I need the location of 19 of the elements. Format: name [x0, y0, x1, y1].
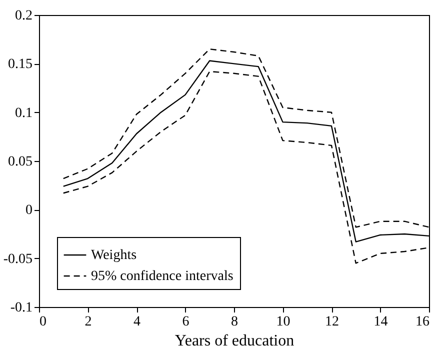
x-tick-label: 16 — [416, 314, 430, 330]
x-axis-title: Years of education — [174, 332, 294, 350]
x-tick-label: 2 — [84, 314, 92, 330]
x-tick-label: 10 — [276, 314, 290, 330]
y-tick-label: 0 — [26, 203, 32, 218]
x-tick-label: 12 — [325, 314, 339, 330]
x-tick-label: 6 — [182, 314, 190, 330]
x-tick-label: 4 — [134, 314, 140, 330]
x-tick-label: 8 — [231, 314, 238, 330]
y-tick-label: -0.05 — [3, 252, 32, 267]
x-tick-label: 0 — [40, 314, 46, 330]
x-tick-label: 14 — [374, 314, 388, 330]
legend-label: 95% confidence intervals — [91, 269, 234, 284]
legend-label: Weights — [91, 248, 137, 263]
y-tick-label: -0.1 — [10, 300, 32, 316]
y-tick-label: 0.15 — [8, 57, 32, 72]
y-tick-label: 0.05 — [8, 154, 32, 170]
y-tick-label: 0.1 — [15, 106, 32, 121]
y-tick-label: 0.2 — [15, 8, 32, 24]
